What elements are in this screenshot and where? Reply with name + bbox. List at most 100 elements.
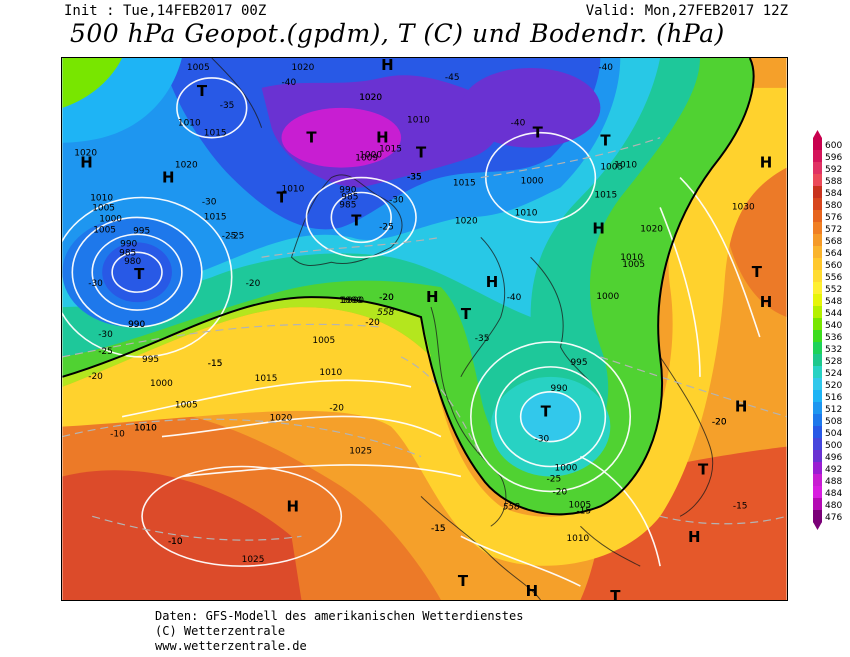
- pressure-label: 1020: [359, 93, 382, 103]
- colorbar-label: 532: [825, 345, 842, 355]
- init-time: Init : Tue,14FEB2017 00Z: [64, 3, 267, 19]
- high-marker: H: [526, 582, 539, 600]
- pressure-contours: [62, 77, 761, 587]
- temperature-label: -20: [379, 293, 394, 303]
- pressure-label: 1005: [187, 63, 210, 73]
- pressure-label: 1000: [150, 379, 173, 389]
- pressure-label: 1020: [74, 149, 97, 159]
- temperature-label: -30: [98, 330, 113, 340]
- temperature-label: -20: [329, 404, 344, 414]
- pressure-label: 990: [339, 186, 356, 196]
- colorbar-swatch: [813, 174, 822, 187]
- colorbar-label: 520: [825, 381, 842, 391]
- high-marker: H: [688, 528, 701, 546]
- temperature-label: -15: [733, 501, 748, 511]
- pressure-label: 1025: [242, 555, 265, 565]
- colorbar-swatch: [813, 258, 822, 271]
- temperature-label: -25: [98, 347, 113, 357]
- colorbar-swatch: [813, 486, 822, 499]
- pressure-label: 1000: [555, 463, 578, 473]
- low-marker: T: [533, 124, 544, 142]
- pressure-label: 1010: [515, 208, 538, 218]
- colorbar-label: 508: [825, 417, 842, 427]
- pressure-label: 1005: [568, 500, 591, 510]
- colorbar-swatch: [813, 462, 822, 475]
- pressure-label: 1030: [732, 202, 755, 212]
- temperature-label: -20: [553, 487, 568, 497]
- footer-line-data: Daten: GFS-Modell des amerikanischen Wet…: [155, 609, 524, 623]
- temperature-label: -15: [576, 506, 591, 516]
- temperature-label: -40: [507, 293, 522, 303]
- colorbar-swatch: [813, 426, 822, 439]
- colorbar-label: 492: [825, 465, 842, 475]
- temperature-label: -25: [222, 231, 237, 241]
- high-marker: H: [80, 154, 93, 172]
- pressure-label: 1020: [359, 93, 382, 103]
- colorbar-swatch: [813, 414, 822, 427]
- colorbar-label: 596: [825, 153, 842, 163]
- colorbar-swatch: [813, 378, 822, 391]
- temperature-label: -30: [535, 435, 550, 445]
- colorbar-label: 584: [825, 189, 842, 199]
- colorbar-label: 496: [825, 453, 842, 463]
- low-marker: T: [600, 132, 611, 150]
- low-marker: T: [416, 144, 427, 162]
- pressure-label: 1000: [99, 214, 122, 224]
- pressure-label: 995: [133, 226, 150, 236]
- pressure-label: 1010: [90, 193, 113, 203]
- high-marker: H: [760, 293, 773, 311]
- colorbar-label: 592: [825, 165, 842, 175]
- colorbar-label: 572: [825, 225, 842, 235]
- temperature-label: -15: [208, 359, 223, 369]
- colorbar-swatch: [813, 354, 822, 367]
- temperature-label: -30: [202, 197, 217, 207]
- footer-line-copyright: (C) Wetterzentrale: [155, 624, 286, 638]
- high-marker: H: [592, 219, 605, 237]
- pressure-label: 1025: [349, 447, 372, 457]
- colorbar-label: 528: [825, 357, 842, 367]
- field-violet-north: [460, 67, 601, 148]
- low-marker: T: [197, 82, 208, 100]
- colorbar-top-arrow: [813, 130, 822, 138]
- temperature-label: -10: [168, 537, 183, 547]
- pressure-label: 1010: [566, 534, 589, 544]
- temperature-label: -25: [547, 474, 562, 484]
- pressure-label: 985: [339, 200, 356, 210]
- colorbar-swatch: [813, 234, 822, 247]
- temperature-label: -30: [389, 195, 404, 205]
- colorbar-label: 480: [825, 501, 842, 511]
- colorbar-label: 488: [825, 477, 842, 487]
- pressure-label: 1000: [341, 296, 364, 306]
- field-yellowgreen: [62, 297, 431, 387]
- colorbar-swatch: [813, 270, 822, 283]
- high-marker: H: [760, 154, 773, 172]
- colorbar-swatch: [813, 294, 822, 307]
- high-marker: H: [376, 129, 389, 147]
- pressure-label: 1010: [319, 368, 342, 378]
- temperature-label: -20: [88, 372, 103, 382]
- geopotential-colorbar: 600 596 592 588 584 580 576 572 568 564 560 556 552 5…: [813, 130, 842, 530]
- temperature-label: -40: [511, 119, 526, 129]
- pressure-label: 1010: [134, 424, 157, 434]
- colorbar-label: 556: [825, 273, 842, 283]
- pressure-label: 1010: [620, 253, 643, 263]
- colorbar-label: 504: [825, 429, 842, 439]
- high-marker: H: [162, 169, 175, 187]
- pressure-label: 1009: [355, 154, 378, 164]
- temperature-isotherms: [62, 137, 787, 541]
- pressure-label: 1005: [622, 260, 645, 270]
- footer-credits: Daten: GFS-Modell des amerikanischen Wet…: [155, 609, 523, 654]
- pressure-label: 1000: [596, 292, 619, 302]
- colorbar-swatch: [813, 450, 822, 463]
- temperature-label: -25: [379, 222, 394, 232]
- pressure-label: 995: [142, 355, 159, 365]
- colorbar-swatch: [813, 498, 822, 511]
- colorbar-label: 580: [825, 201, 842, 211]
- colorbar-label: 564: [825, 249, 842, 259]
- field-cyan-low-east-core: [520, 391, 581, 442]
- pressure-labels: 1005 1020 1020 1010 1015 1020 1005 1010 …: [74, 63, 755, 565]
- colorbar-swatches: [813, 130, 822, 530]
- pressure-label: 990: [128, 320, 145, 330]
- colorbar-swatch: [813, 186, 822, 199]
- colorbar-swatch: [813, 306, 822, 319]
